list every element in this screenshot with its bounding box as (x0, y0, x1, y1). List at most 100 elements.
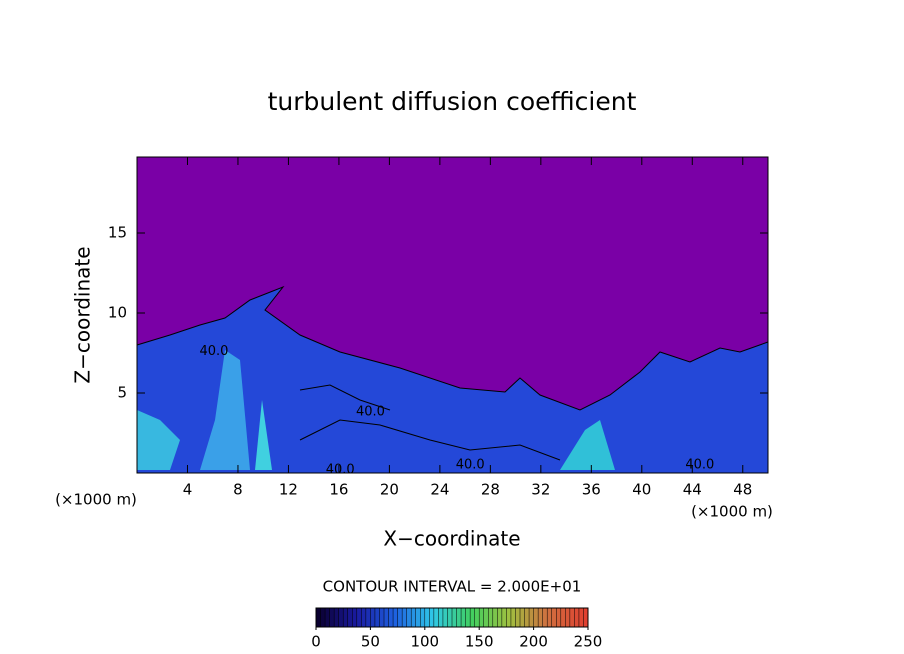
colorbar-cell (524, 608, 530, 627)
colorbar-cell (397, 608, 403, 627)
contour-label: 40.0 (356, 405, 385, 420)
contour-line (299, 419, 561, 461)
colorbar-cell (515, 608, 521, 627)
colorbar-cell (556, 608, 562, 627)
plume (255, 400, 272, 470)
colorbar-cell (424, 608, 430, 627)
x-tick-label: 8 (233, 481, 243, 499)
colorbar-cell (379, 608, 385, 627)
contour-line (299, 384, 391, 411)
colorbar-cell (510, 608, 516, 627)
active-region (136, 285, 769, 474)
colorbar-cell (442, 608, 448, 627)
colorbar-cell (338, 608, 344, 627)
colorbar-cell (551, 608, 557, 627)
colorbar-frame (315, 607, 589, 628)
contour-label: 40.0 (685, 458, 714, 473)
colorbar-cell (492, 608, 498, 627)
x-tick-label: 24 (430, 481, 449, 499)
plot-frame (136, 156, 769, 474)
colorbar-cell (320, 608, 326, 627)
x-tick-label: 32 (531, 481, 550, 499)
colorbar-tick-label: 100 (410, 633, 439, 651)
colorbar-cell (565, 608, 571, 627)
colorbar-cell (402, 608, 408, 627)
colorbar-cell (352, 608, 358, 627)
x-tick-label: 28 (481, 481, 500, 499)
colorbar-cell (569, 608, 575, 627)
colorbar-cell (488, 608, 494, 627)
colorbar-cell (529, 608, 535, 627)
x-tick-label: 12 (279, 481, 298, 499)
colorbar-cell (470, 608, 476, 627)
colorbar-cell (538, 608, 544, 627)
colorbar-cell (501, 608, 507, 627)
colorbar-cell (365, 608, 371, 627)
colorbar-cell (533, 608, 539, 627)
colorbar-cell (583, 608, 589, 627)
x-tick-label: 36 (582, 481, 601, 499)
colorbar-cell (420, 608, 426, 627)
x-tick-label: 4 (183, 481, 193, 499)
colorbar-cell (479, 608, 485, 627)
colorbar-cell (361, 608, 367, 627)
colorbar-cell (433, 608, 439, 627)
y-tick-label: 10 (108, 304, 127, 322)
colorbar-cell (411, 608, 417, 627)
colorbar-cell (334, 608, 340, 627)
contour-interval: CONTOUR INTERVAL = 2.000E+01 (323, 578, 582, 596)
x-axis-label: X−coordinate (383, 527, 520, 551)
colorbar-cell (406, 608, 412, 627)
x-tick-label: 20 (380, 481, 399, 499)
plume (137, 410, 180, 470)
colorbar-cell (560, 608, 566, 627)
contour-label: 40.0 (456, 458, 485, 473)
colorbar-tick-label: 250 (574, 633, 603, 651)
colorbar-cell (438, 608, 444, 627)
x-tick-label: 16 (329, 481, 348, 499)
colorbar-cell (465, 608, 471, 627)
colorbar-cell (578, 608, 584, 627)
colorbar-tick-label: 0 (311, 633, 321, 651)
colorbar-cell (347, 608, 353, 627)
colorbar-cell (370, 608, 376, 627)
colorbar-cell (456, 608, 462, 627)
colorbar-cell (374, 608, 380, 627)
x-unit-label: (×1000 m) (691, 503, 773, 521)
colorbar-cell (329, 608, 335, 627)
colorbar-cell (461, 608, 467, 627)
chart-title: turbulent diffusion coefficient (268, 87, 637, 116)
colorbar-cell (483, 608, 489, 627)
colorbar-cell (343, 608, 349, 627)
colorbar-cell (384, 608, 390, 627)
x-tick-label: 44 (683, 481, 702, 499)
colorbar-tick-label: 50 (361, 633, 380, 651)
colorbar-cell (520, 608, 526, 627)
contour-label: 40.0 (326, 462, 355, 477)
y-tick-label: 15 (108, 224, 127, 242)
colorbar-cell (316, 608, 322, 627)
colorbar-cell (547, 608, 553, 627)
colorbar-cell (574, 608, 580, 627)
turbulent-field (136, 285, 769, 474)
plume (560, 420, 615, 470)
colorbar-cell (447, 608, 453, 627)
colorbar-cell (388, 608, 394, 627)
colorbar-cell (452, 608, 458, 627)
colorbar-cell (415, 608, 421, 627)
colorbar-cell (325, 608, 331, 627)
colorbar-cell (393, 608, 399, 627)
y-axis-label: Z−coordinate (71, 246, 95, 383)
plume (200, 350, 250, 470)
colorbar-cell (356, 608, 362, 627)
y-tick-label: 5 (117, 384, 127, 402)
colorbar-cell (474, 608, 480, 627)
colorbar-tick-label: 150 (465, 633, 494, 651)
x-tick-label: 40 (632, 481, 651, 499)
colorbar-tick-label: 200 (519, 633, 548, 651)
contour-label: 40.0 (200, 344, 229, 359)
colorbar-cell (429, 608, 435, 627)
colorbar-cell (542, 608, 548, 627)
colorbar-cell (506, 608, 512, 627)
